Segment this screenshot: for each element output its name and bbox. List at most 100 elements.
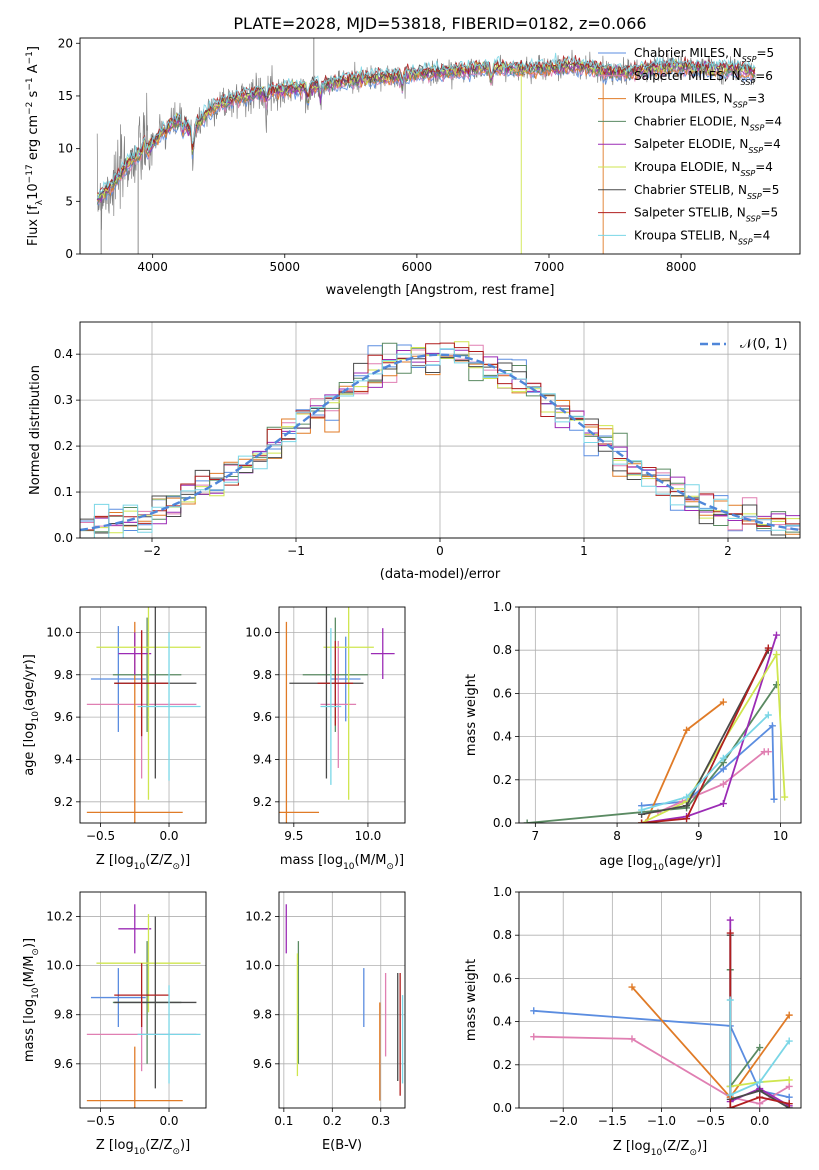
series-marker-chabrier_miles <box>785 1093 793 1101</box>
series-marker-kroupa_miles <box>719 698 727 706</box>
x-tick-label: 2 <box>724 544 732 558</box>
x-axis-label: age [log10(age/yr)] <box>599 854 721 873</box>
legend-count: =5 <box>762 183 780 197</box>
histogram-kroupa_stelib <box>80 348 800 538</box>
label-part: 10 <box>26 183 41 200</box>
x-tick-label: −1.0 <box>647 1114 676 1128</box>
series-marker-salpeter_miles <box>785 1082 793 1090</box>
series-marker-salpeter_stelib <box>764 644 772 652</box>
x-tick-label: 0 <box>436 544 444 558</box>
x-tick-label: 10.0 <box>355 829 382 843</box>
series-marker-salpeter_miles <box>530 1033 538 1041</box>
legend-sub: SSP <box>738 237 753 246</box>
y-tick-label: 9.6 <box>54 710 73 724</box>
series-marker-kroupa_miles <box>683 726 691 734</box>
series-marker-salpeter_miles <box>764 748 772 756</box>
series-line-salpeter_stelib <box>641 647 770 823</box>
plot-area-mass_vs_ebv <box>285 904 404 1101</box>
series-marker-salpeter_elodie <box>772 631 780 639</box>
series-marker-chabrier_elodie <box>523 819 531 823</box>
y-axis-label: mass weight <box>464 959 479 1041</box>
axes-residuals: −2 −1 0 1 2 0.0 0.1 0.2 0.3 0.4 𝒩(0, 1) (data-model… <box>28 321 801 582</box>
legend-sub: SSP <box>748 146 763 155</box>
series-marker-kroupa_stelib <box>719 754 727 762</box>
x-tick-label: −0.5 <box>86 1114 115 1128</box>
legend-text: Kroupa STELIB, N <box>634 228 738 242</box>
label-part: E(B-V) <box>322 1138 362 1153</box>
y-tick-label: 0.4 <box>493 1015 512 1029</box>
legend-sub: SSP <box>750 123 765 132</box>
label-part: mass [log <box>280 853 343 868</box>
model-spectrum-kroupa_stelib <box>96 52 756 199</box>
x-tick-label: 8000 <box>666 260 697 274</box>
series-marker-salpeter_stelib <box>756 1093 764 1101</box>
y-tick-label: 0.0 <box>493 816 512 830</box>
axes-frame <box>518 606 802 824</box>
histogram-salpeter_stelib <box>80 342 800 538</box>
label-part: )] <box>22 938 37 948</box>
label-part: 10 <box>651 1148 663 1158</box>
label-part: 10 <box>343 862 355 872</box>
x-tick-label: 0.0 <box>159 1114 178 1128</box>
model-spectrum-salpeter_elodie <box>97 60 756 204</box>
x-tick-label: 9.5 <box>284 829 303 843</box>
label-part: ⊙ <box>172 862 180 872</box>
legend-count: =5 <box>756 46 774 60</box>
legend-label-kroupa_elodie: Kroupa ELODIE, NSSP=4 <box>634 160 773 178</box>
legend-sub: SSP <box>741 169 756 178</box>
x-tick-label: −2 <box>143 544 161 558</box>
plot-area-residuals <box>80 341 800 538</box>
label-part: ⊙ <box>31 948 41 956</box>
label-part: ⊙ <box>386 862 394 872</box>
series-marker-salpeter_stelib <box>726 929 734 937</box>
series-marker-chabrier_miles <box>768 722 776 730</box>
label-part: 10 <box>134 1147 146 1157</box>
x-tick-label: 8 <box>613 829 621 843</box>
x-axis-label: E(B-V) <box>322 1138 362 1153</box>
series-marker-kroupa_elodie <box>785 1076 793 1084</box>
label-part: (age/yr)] <box>664 854 721 869</box>
y-tick-label: 0.2 <box>54 439 73 453</box>
label-part: ⊙ <box>172 1147 180 1157</box>
x-tick-label: 7 <box>532 829 540 843</box>
label-part: ] <box>26 46 41 51</box>
y-tick-label: 1.0 <box>493 600 512 614</box>
legend-text: Kroupa MILES, N <box>634 92 733 106</box>
plot-area-weight_vs_age <box>523 631 789 823</box>
x-tick-label: −2.0 <box>549 1114 578 1128</box>
y-axis-label: Normed distribution <box>28 365 43 495</box>
series-marker-kroupa_miles <box>628 983 636 991</box>
legend-label-kroupa_miles: Kroupa MILES, NSSP=3 <box>634 92 765 110</box>
series-marker-salpeter_elodie <box>726 916 734 924</box>
x-tick-label: −0.5 <box>86 829 115 843</box>
legend-count: =6 <box>755 69 773 83</box>
y-tick-label: 9.8 <box>253 1008 272 1022</box>
series-marker-kroupa_stelib <box>756 1078 764 1086</box>
y-tick-label: 10.0 <box>46 625 73 639</box>
y-tick-label: 9.6 <box>253 710 272 724</box>
y-tick-label: 0.4 <box>54 347 73 361</box>
series-marker-kroupa_miles <box>785 1011 793 1019</box>
x-tick-label: −1.5 <box>598 1114 627 1128</box>
y-tick-label: 9.2 <box>253 795 272 809</box>
legend-count: =4 <box>763 137 781 151</box>
x-tick-label: 0.1 <box>274 1114 293 1128</box>
series-line-chabrier_miles <box>533 1009 790 1099</box>
y-tick-label: 0.3 <box>54 393 73 407</box>
legend-label-chabrier_elodie: Chabrier ELODIE, NSSP=4 <box>634 114 782 131</box>
legend-label-salpeter_miles: Salpeter MILES, NSSP=6 <box>634 69 773 87</box>
legend-label-salpeter_elodie: Salpeter ELODIE, NSSP=4 <box>634 137 781 155</box>
spectrum-title: PLATE=2028, MJD=53818, FIBERID=0182, z=0… <box>233 14 646 33</box>
x-tick-label: 10 <box>773 829 788 843</box>
legend-text: Chabrier ELODIE, N <box>634 114 750 128</box>
label-part: (Z/Z <box>145 853 172 868</box>
label-part: mass [log <box>22 999 37 1062</box>
label-part: 10 <box>652 863 664 873</box>
x-axis-label: wavelength [Angstrom, rest frame] <box>326 283 555 298</box>
y-tick-label: 10.0 <box>245 959 272 973</box>
series-line-kroupa_elodie <box>641 651 786 823</box>
y-tick-label: 5 <box>65 194 73 208</box>
plot-area-spectrum <box>96 38 756 254</box>
